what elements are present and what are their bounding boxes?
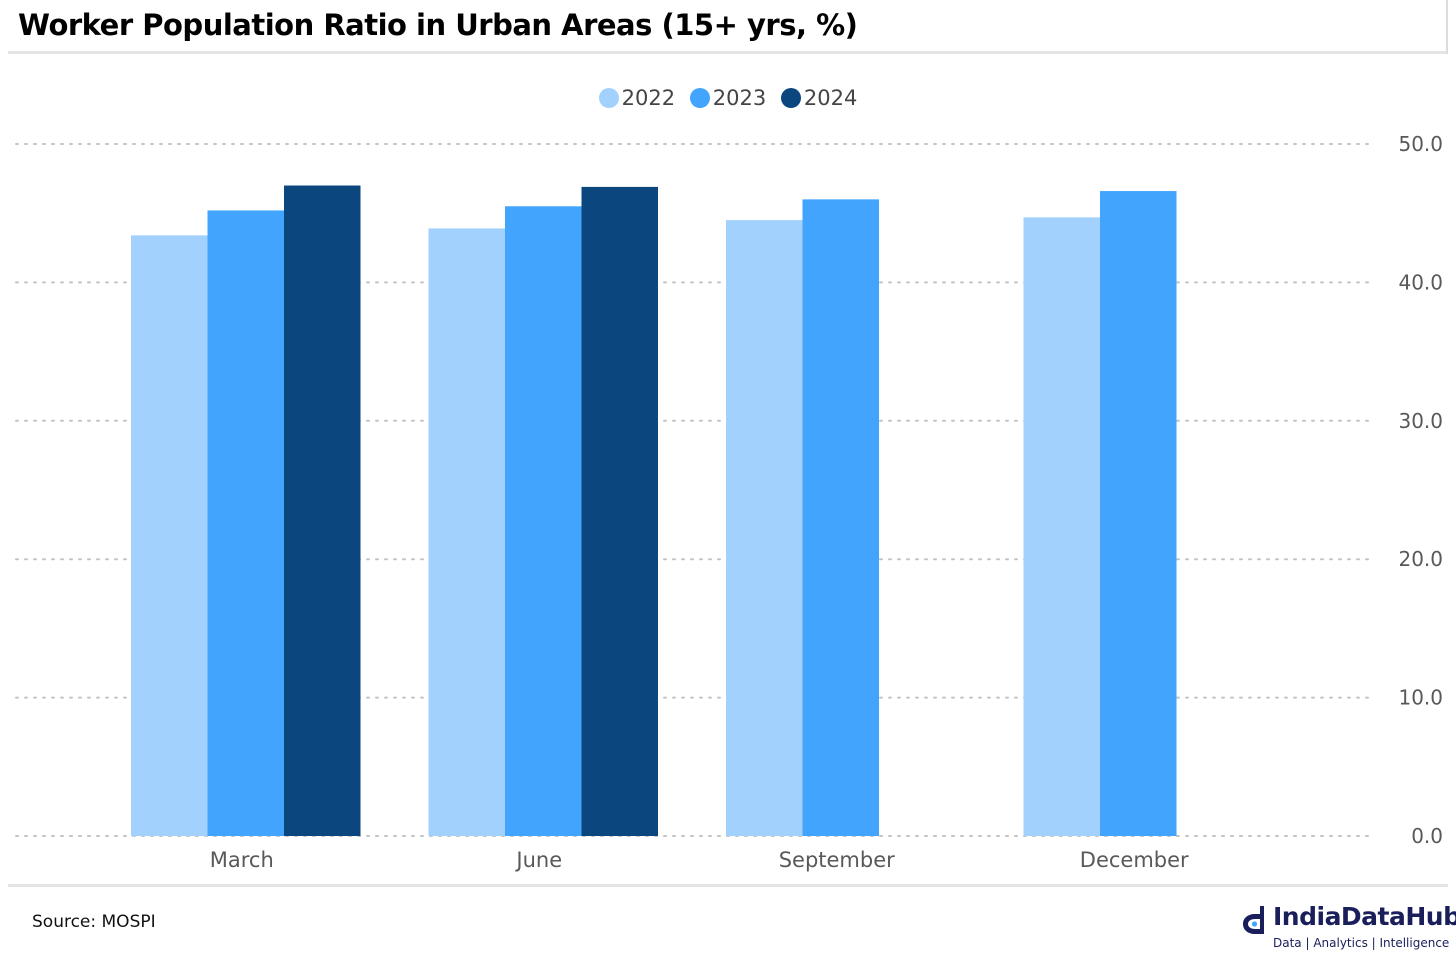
x-tick-label: June	[514, 848, 562, 872]
bar-2023-june	[505, 206, 582, 836]
bar-2023-december	[1100, 191, 1177, 836]
y-tick-label: 0.0	[1411, 824, 1443, 848]
legend-item-2023: 2023	[689, 86, 767, 110]
bottom-divider	[8, 884, 1448, 887]
x-tick-label: December	[1080, 848, 1189, 872]
source-note: Source: MOSPI	[32, 912, 156, 932]
y-tick-label: 50.0	[1398, 132, 1443, 156]
brand-block: IndiaDataHub Data | Analytics | Intellig…	[1240, 902, 1456, 954]
bar-2024-march	[284, 185, 361, 836]
legend-item-2022: 2022	[598, 86, 676, 110]
bar-2023-september	[802, 199, 879, 837]
x-tick-label: March	[210, 848, 274, 872]
bar-2024-june	[581, 186, 658, 837]
legend-label-2023: 2023	[712, 86, 767, 110]
title-right-border	[1446, 0, 1448, 54]
x-tick-label: September	[779, 848, 895, 872]
legend-swatch-2023	[689, 88, 710, 108]
chart-title: Worker Population Ratio in Urban Areas (…	[18, 8, 858, 42]
y-tick-label: 40.0	[1398, 270, 1443, 294]
indiadatahub-logo-icon	[1243, 906, 1264, 934]
y-tick-label: 20.0	[1398, 547, 1443, 571]
legend-item-2024: 2024	[780, 86, 858, 110]
bar-2022-march	[131, 235, 208, 836]
chart-legend: 2022 2023 2024	[0, 86, 1456, 110]
legend-label-2022: 2022	[621, 86, 676, 110]
y-tick-label: 10.0	[1398, 686, 1443, 710]
bar-2022-september	[726, 220, 803, 836]
bar-2023-march	[207, 210, 284, 836]
brand-name: IndiaDataHub	[1273, 902, 1456, 931]
legend-label-2024: 2024	[803, 86, 858, 110]
bar-2022-june	[428, 228, 505, 836]
y-tick-label: 30.0	[1398, 409, 1443, 433]
top-divider	[8, 51, 1448, 54]
legend-swatch-2022	[598, 88, 619, 108]
legend-swatch-2024	[780, 88, 801, 108]
brand-tagline: Data | Analytics | Intelligence	[1273, 936, 1450, 950]
bar-2022-december	[1023, 217, 1100, 837]
